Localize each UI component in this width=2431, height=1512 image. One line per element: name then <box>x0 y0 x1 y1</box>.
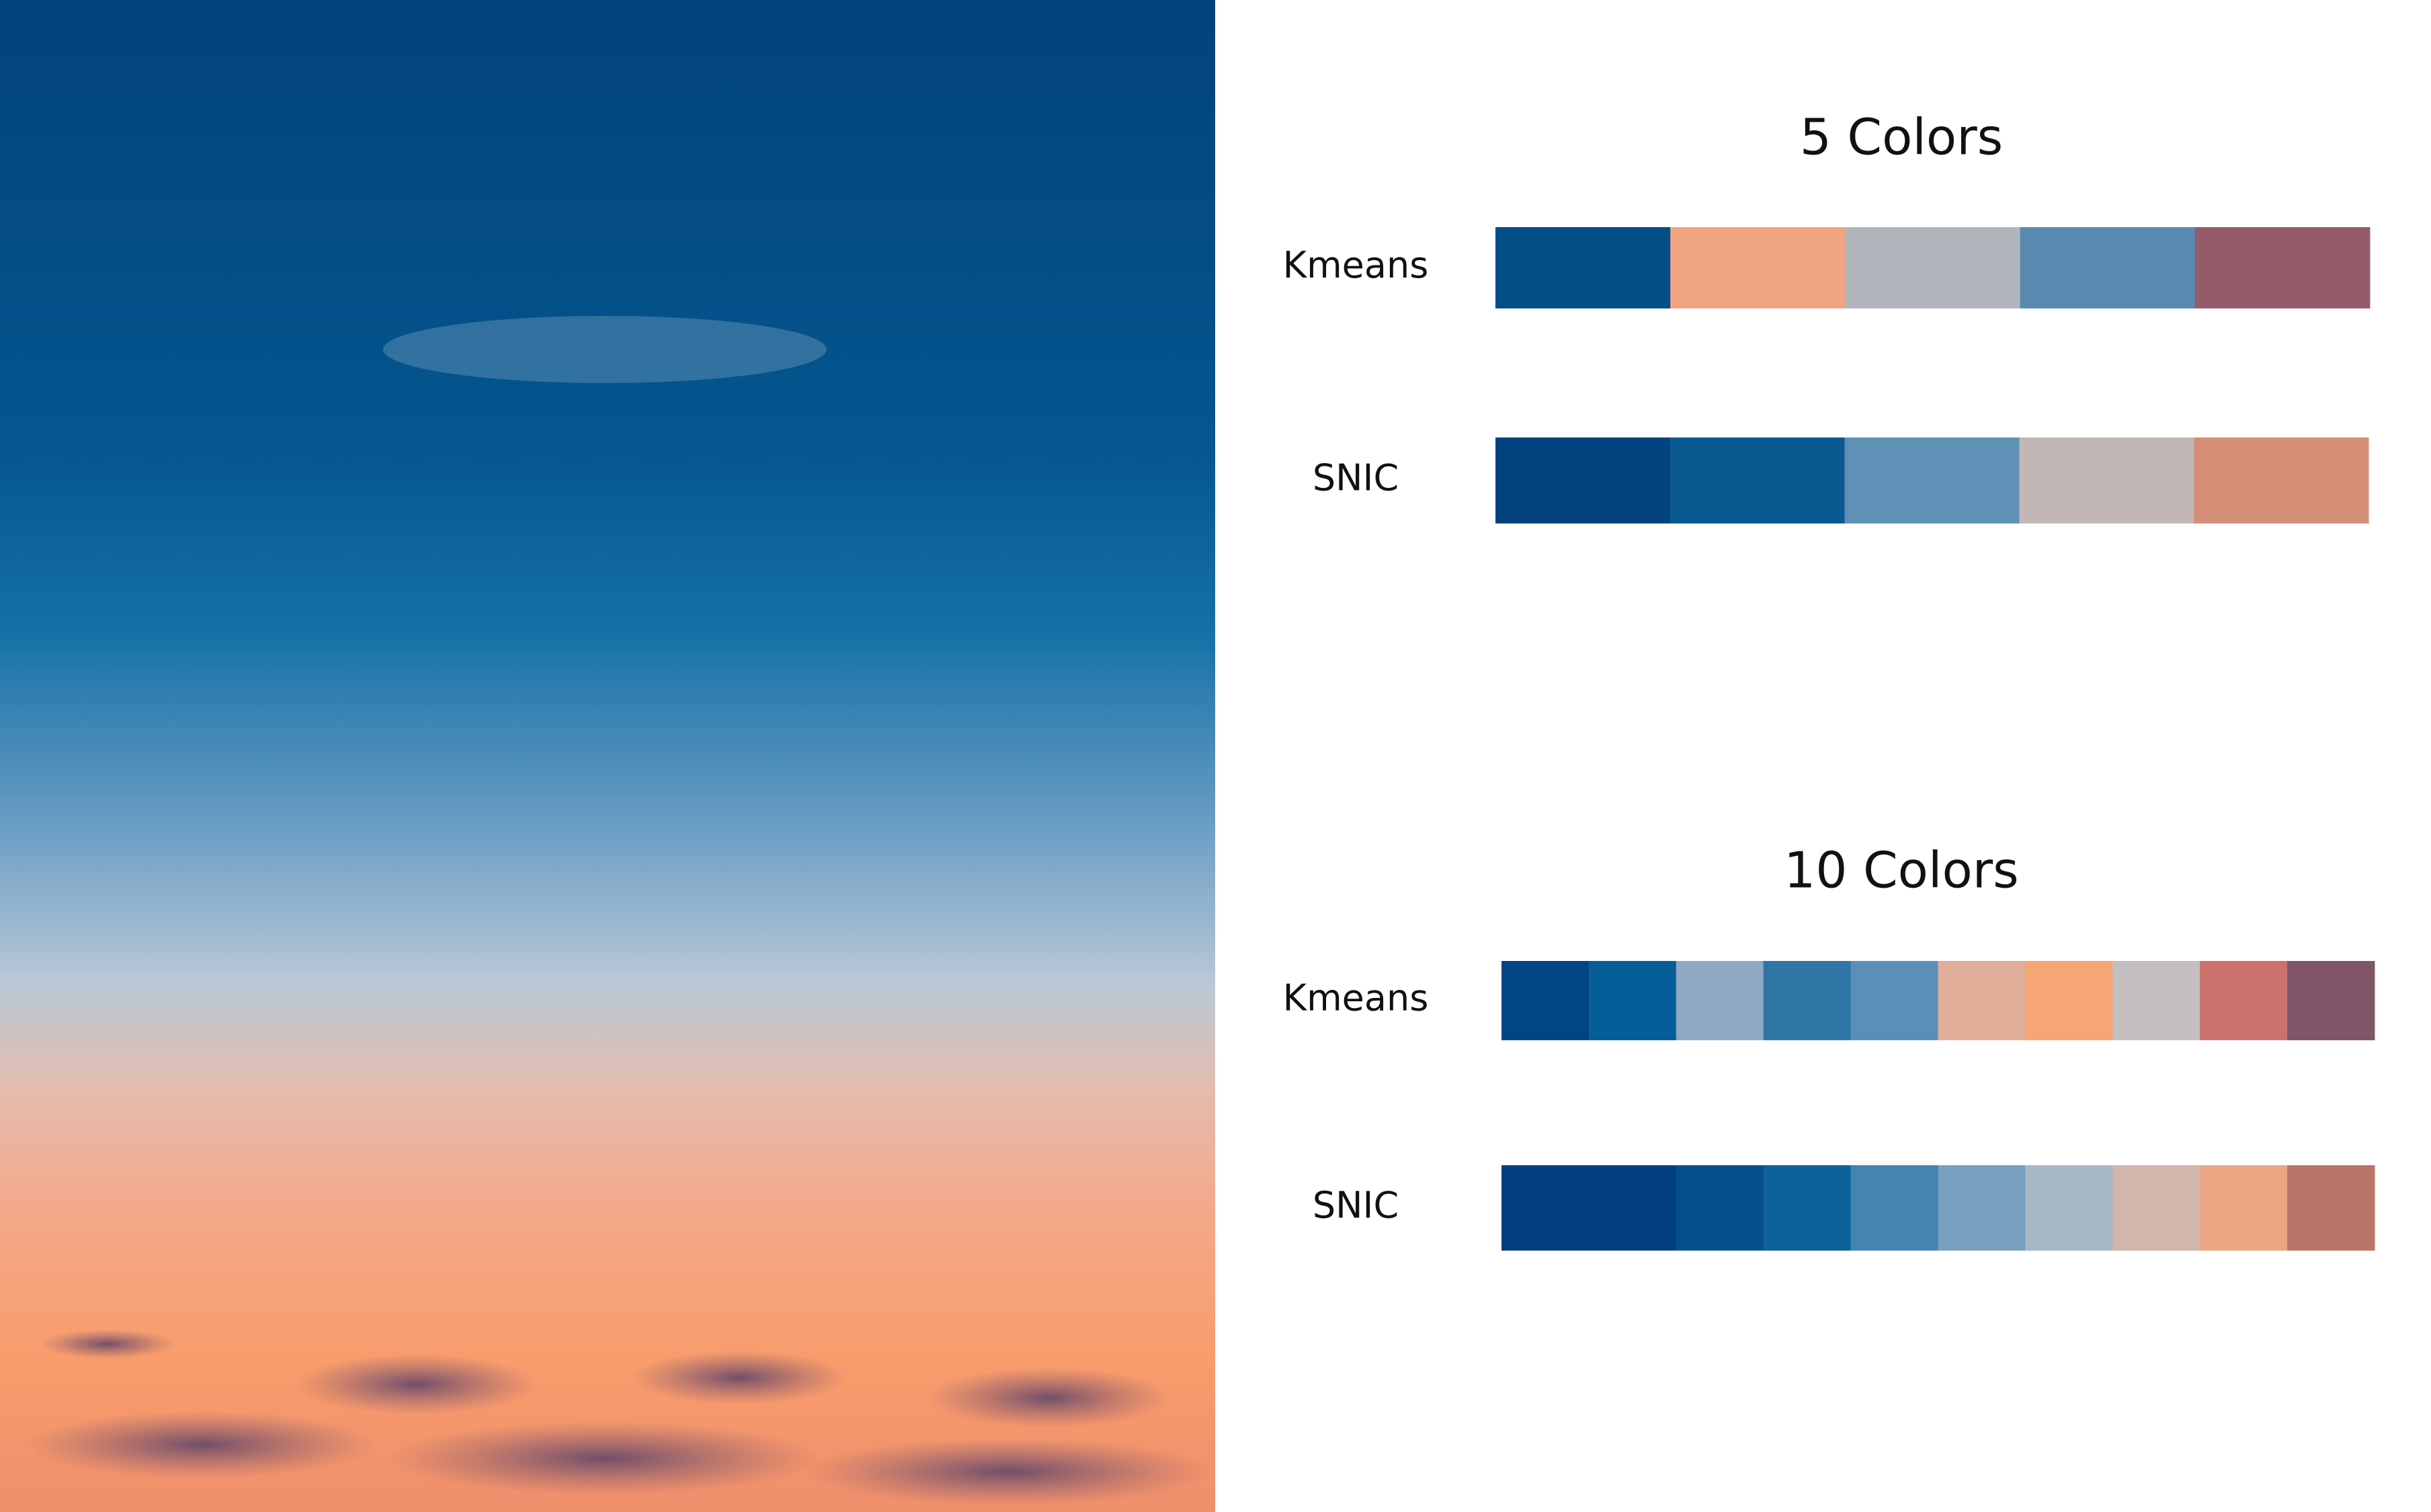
color-swatch <box>1844 437 2020 523</box>
color-swatch <box>1676 1165 1764 1251</box>
color-swatch <box>1850 961 1938 1040</box>
color-swatch <box>1763 961 1852 1040</box>
row-label: Kmeans <box>1283 977 1429 1019</box>
color-swatch <box>1850 1165 1938 1251</box>
color-swatch <box>1670 227 1846 308</box>
color-swatch <box>1676 961 1764 1040</box>
color-swatch <box>1670 437 1846 523</box>
color-swatch <box>1938 1165 2026 1251</box>
color-swatch <box>2112 1165 2200 1251</box>
color-swatch <box>2019 437 2194 523</box>
sky-photo <box>0 0 1215 1512</box>
color-swatch <box>2025 961 2113 1040</box>
color-swatch <box>2287 961 2375 1040</box>
color-swatch <box>2020 227 2196 308</box>
color-swatch <box>1588 961 1677 1040</box>
color-swatch <box>2287 1165 2375 1251</box>
color-swatch <box>1588 1165 1677 1251</box>
color-swatch <box>2200 961 2288 1040</box>
color-swatch <box>2194 227 2371 308</box>
row-label: SNIC <box>1313 457 1399 499</box>
color-swatch <box>1938 961 2026 1040</box>
row-label: Kmeans <box>1283 244 1429 286</box>
color-swatch <box>1501 1165 1590 1251</box>
section-title: 5 Colors <box>1800 109 2003 167</box>
color-swatch <box>1763 1165 1852 1251</box>
color-swatch <box>1495 227 1671 308</box>
color-swatch <box>1845 227 2021 308</box>
row-label: SNIC <box>1313 1184 1399 1226</box>
color-swatch <box>1501 961 1590 1040</box>
color-swatch <box>1495 437 1671 523</box>
color-swatch <box>2025 1165 2113 1251</box>
section-title: 10 Colors <box>1784 842 2018 900</box>
color-swatch <box>2194 437 2369 523</box>
color-swatch <box>2200 1165 2288 1251</box>
color-swatch <box>2112 961 2200 1040</box>
